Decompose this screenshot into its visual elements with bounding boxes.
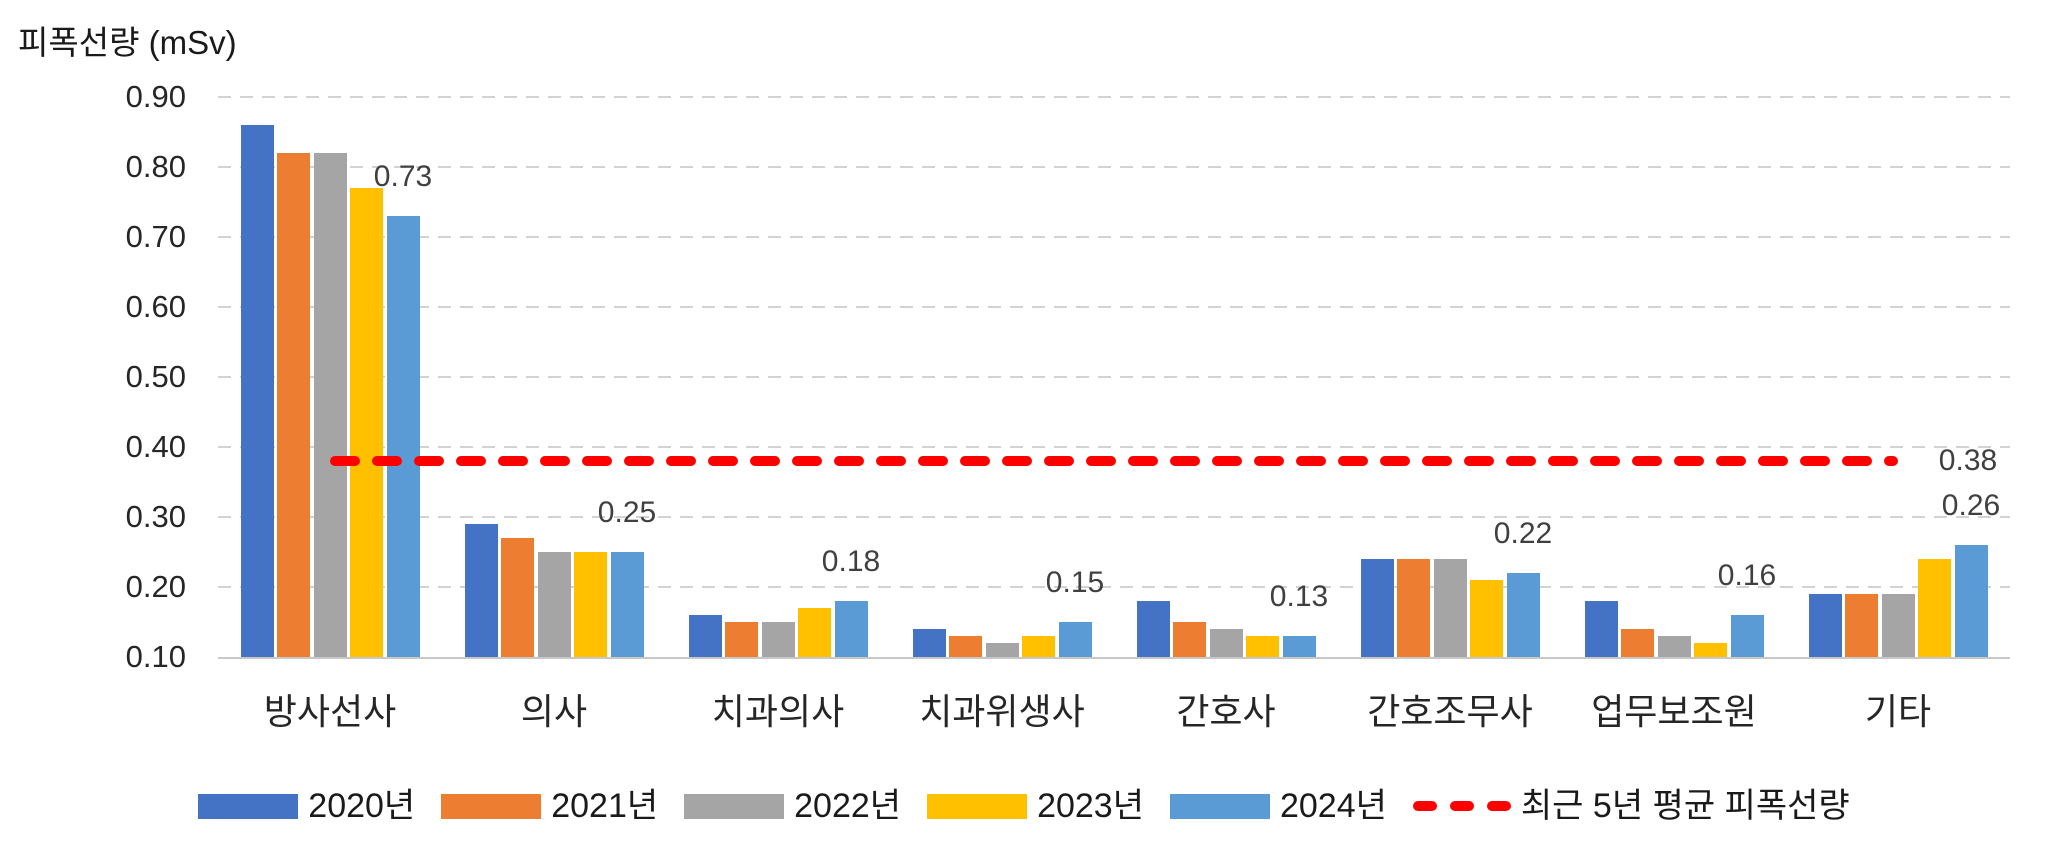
bar <box>1881 594 1915 657</box>
bar <box>798 608 831 657</box>
bar <box>1506 573 1540 657</box>
bar <box>1058 622 1092 657</box>
gridline <box>218 376 2010 378</box>
bar <box>1282 636 1316 657</box>
y-tick-label: 0.10 <box>125 639 186 674</box>
data-label-2024: 0.18 <box>821 545 881 578</box>
legend-swatch <box>927 793 1028 819</box>
data-label-2024: 0.22 <box>1493 517 1553 550</box>
legend-item-average: 최근 5년 평균 피폭선량 <box>1412 786 1850 826</box>
bar <box>1845 594 1878 657</box>
gridline <box>218 586 2010 588</box>
x-axis-label: 치과의사 <box>711 691 845 732</box>
y-tick-label: 0.60 <box>125 289 186 324</box>
legend-dashed-line-swatch <box>1412 794 1511 819</box>
bar <box>688 615 722 657</box>
gridline <box>218 166 2010 168</box>
gridline <box>218 306 2010 308</box>
bar <box>1657 636 1691 657</box>
bar <box>1246 636 1279 657</box>
x-axis-label: 방사선사 <box>263 691 397 732</box>
legend-swatch <box>198 793 299 819</box>
legend-label: 2022년 <box>794 787 902 825</box>
legend: 2020년 2021년 2022년 2023년 2024년 최근 5년 평균 피폭선량 <box>0 786 2048 826</box>
bar <box>1470 580 1503 657</box>
legend-label: 최근 5년 평균 피폭선량 <box>1520 787 1850 825</box>
legend-swatch <box>684 793 785 819</box>
bar <box>501 538 534 657</box>
chart-title: 피폭선량 (mSv) <box>18 24 237 61</box>
bar <box>761 622 795 657</box>
bar <box>610 552 644 657</box>
bar <box>1808 594 1842 657</box>
bar <box>1621 629 1654 657</box>
data-label-2024: 0.13 <box>1269 580 1329 613</box>
bar <box>834 601 868 657</box>
bar <box>313 153 347 657</box>
legend-dash <box>1449 801 1474 811</box>
legend-dash <box>1486 801 1511 811</box>
gridline <box>218 236 2010 238</box>
y-tick-label: 0.50 <box>125 359 186 394</box>
bar <box>574 552 607 657</box>
data-label-2024: 0.26 <box>1941 489 2001 522</box>
bar <box>1022 636 1055 657</box>
gridline <box>218 516 2010 518</box>
legend-item-2021년: 2021년 <box>441 786 658 826</box>
bar <box>1360 559 1394 657</box>
bar <box>1173 622 1206 657</box>
legend-item-2020년: 2020년 <box>198 786 415 826</box>
gridline <box>218 446 2010 448</box>
bar <box>1694 643 1727 657</box>
legend-label: 2023년 <box>1037 787 1144 825</box>
x-axis-label: 치과위생사 <box>919 691 1085 732</box>
bar <box>912 629 946 657</box>
x-axis-label: 의사 <box>520 691 588 732</box>
y-tick-label: 0.80 <box>125 149 186 184</box>
x-axis-label: 기타 <box>1864 691 1932 732</box>
x-axis-label: 업무보조원 <box>1591 691 1757 732</box>
y-tick-label: 0.90 <box>125 79 186 114</box>
bar <box>537 552 571 657</box>
bar <box>1918 559 1951 657</box>
gridline <box>218 96 2010 98</box>
bar <box>1584 601 1618 657</box>
bar <box>1397 559 1430 657</box>
bar <box>240 125 274 657</box>
bar <box>949 636 982 657</box>
bar <box>1433 559 1467 657</box>
x-axis-label: 간호사 <box>1176 691 1276 732</box>
y-tick-label: 0.20 <box>125 569 186 604</box>
data-label-2024: 0.73 <box>373 160 433 193</box>
legend-label: 2024년 <box>1279 787 1387 825</box>
average-line-label: 0.38 <box>1938 444 1998 477</box>
legend-label: 2020년 <box>308 787 416 825</box>
legend-item-2024년: 2024년 <box>1169 786 1387 826</box>
legend-swatch <box>441 793 542 819</box>
legend-item-2022년: 2022년 <box>684 786 901 826</box>
legend-swatch <box>1169 793 1270 819</box>
bar <box>386 216 420 657</box>
bar <box>1209 629 1243 657</box>
data-label-2024: 0.15 <box>1045 566 1105 599</box>
bar <box>1730 615 1764 657</box>
bar <box>464 524 498 657</box>
bar <box>725 622 758 657</box>
y-tick-label: 0.40 <box>125 429 186 464</box>
legend-dash <box>1412 801 1437 811</box>
legend-item-2023년: 2023년 <box>927 786 1144 826</box>
legend-label: 2021년 <box>551 787 659 825</box>
y-tick-label: 0.30 <box>125 499 186 534</box>
x-axis-label: 간호조무사 <box>1367 691 1533 732</box>
x-axis-line <box>218 657 2010 659</box>
data-label-2024: 0.16 <box>1717 559 1777 592</box>
bar <box>985 643 1019 657</box>
bar <box>350 188 383 657</box>
data-label-2024: 0.25 <box>597 496 657 529</box>
y-tick-label: 0.70 <box>125 219 186 254</box>
bar <box>1136 601 1170 657</box>
bar <box>1954 545 1988 657</box>
bar <box>277 153 310 657</box>
